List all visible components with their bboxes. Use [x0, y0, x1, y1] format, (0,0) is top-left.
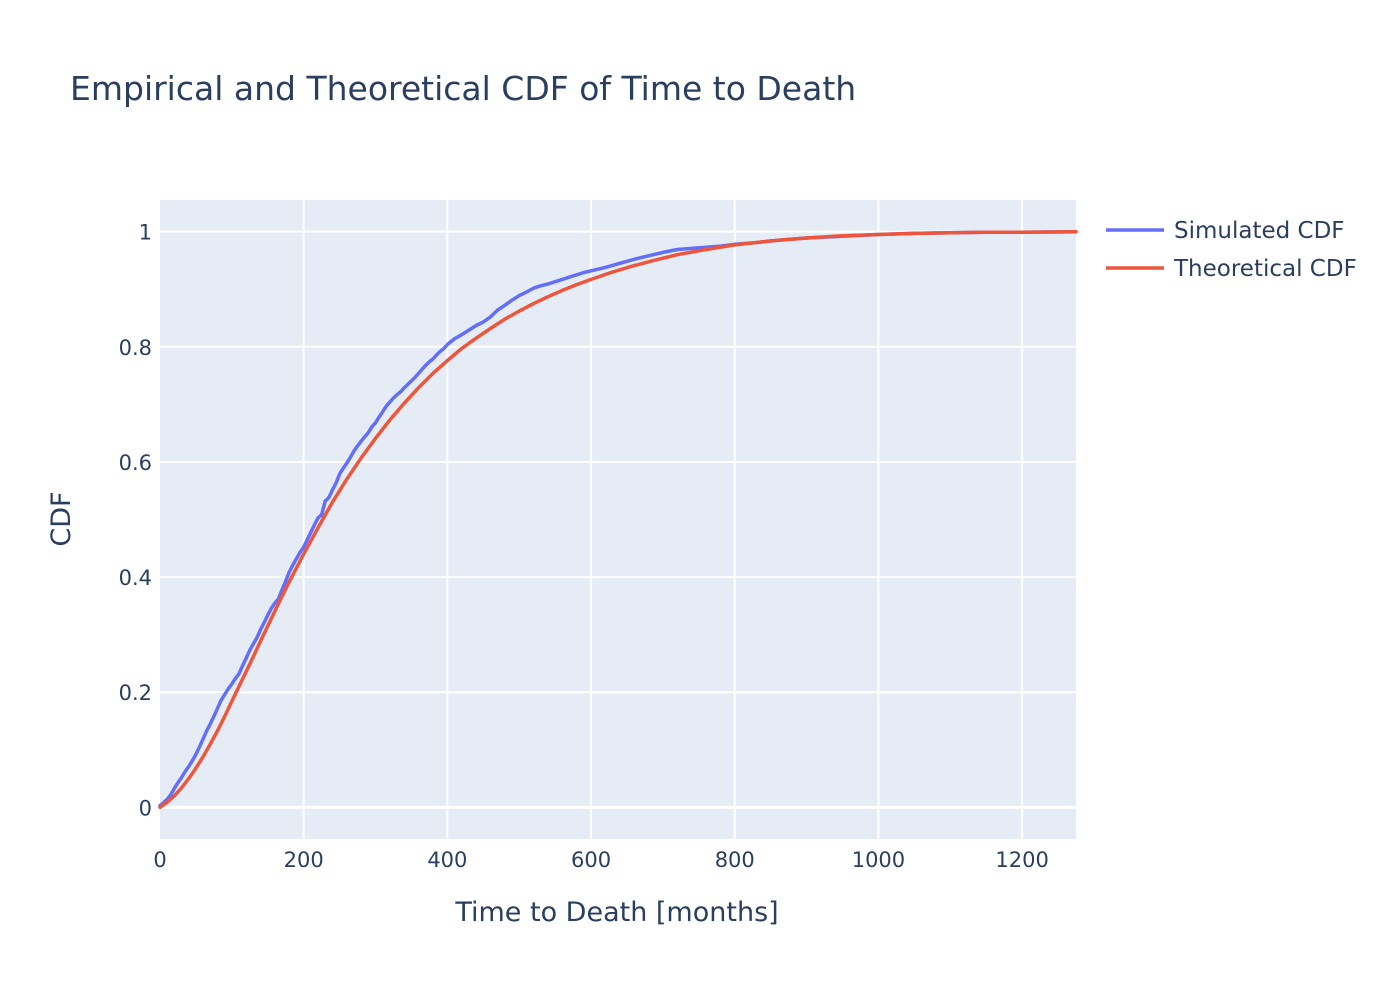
y-tick-label: 0: [139, 796, 152, 820]
y-tick-label: 1: [139, 221, 152, 245]
x-tick-label: 1200: [995, 848, 1048, 872]
series-lines: [158, 229, 1078, 810]
series-line-1: [158, 229, 1078, 808]
tick-labels: 0 200 400 600 800 1000 1200 0 0.2 0.4 0.6 0.8 1: [119, 221, 1049, 872]
plot-background: [160, 200, 1076, 839]
y-tick-label: 0.8: [119, 336, 152, 360]
x-tick-label: 800: [715, 848, 755, 872]
x-tick-label: 400: [427, 848, 467, 872]
x-tick-label: 1000: [852, 848, 905, 872]
y-tick-label: 0.4: [119, 566, 152, 590]
y-axis-title: CDF: [46, 491, 77, 546]
legend-label: Simulated CDF: [1174, 218, 1345, 244]
legend: Simulated CDF Theoretical CDF: [1106, 218, 1357, 282]
series-line-2: [158, 229, 1078, 810]
y-tick-label: 0.2: [119, 681, 152, 705]
grid-lines: [160, 200, 1076, 839]
x-axis-title: Time to Death [months]: [454, 897, 778, 928]
chart-title: Empirical and Theoretical CDF of Time to…: [70, 69, 856, 108]
x-tick-label: 0: [153, 848, 166, 872]
y-tick-label: 0.6: [119, 451, 152, 475]
legend-label: Theoretical CDF: [1173, 256, 1357, 282]
x-tick-label: 200: [284, 848, 324, 872]
x-tick-label: 600: [571, 848, 611, 872]
